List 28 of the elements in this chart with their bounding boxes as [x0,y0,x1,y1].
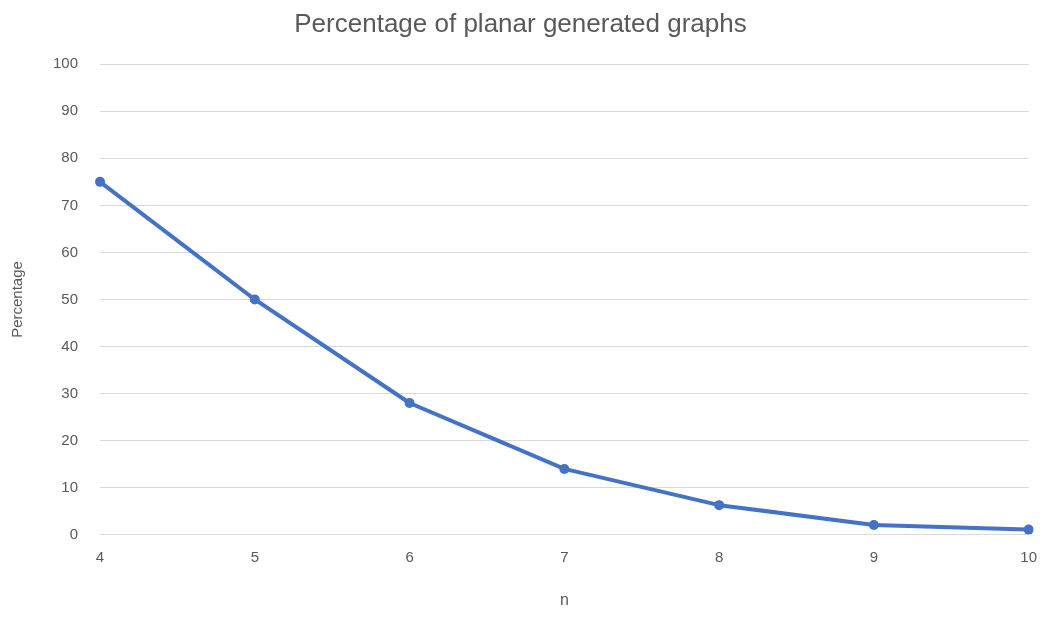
y-tick-label: 60 [61,242,79,260]
point [868,519,879,530]
point [1023,524,1034,535]
point [714,500,725,511]
x-tick-label: 9 [869,547,879,565]
y-axis-title: Percentage [8,261,26,338]
chart-title: Percentage of planar generated graphs [294,7,747,38]
y-tick-label: 90 [61,101,79,119]
x-tick-label: 7 [560,547,569,565]
x-tick-label: 5 [250,547,259,565]
point [249,294,260,305]
y-tick-label: 50 [61,289,79,307]
x-tick-label: 8 [714,547,724,565]
y-tick-label: 70 [61,195,79,213]
y-tick-label: 30 [61,383,79,401]
point [95,176,106,187]
y-tick-label: 100 [53,54,79,72]
x-tick-label: 4 [95,547,105,565]
y-tick-label: 10 [61,477,79,495]
point [559,463,570,474]
y-tick-label: 0 [69,524,79,542]
x-tick-label: 10 [1020,547,1037,565]
y-tick-label: 20 [61,430,79,448]
y-tick-label: 40 [61,336,79,354]
x-axis-title: n [559,590,569,608]
y-tick-label: 80 [61,148,79,166]
point [404,398,415,409]
x-tick-label: 6 [405,547,414,565]
